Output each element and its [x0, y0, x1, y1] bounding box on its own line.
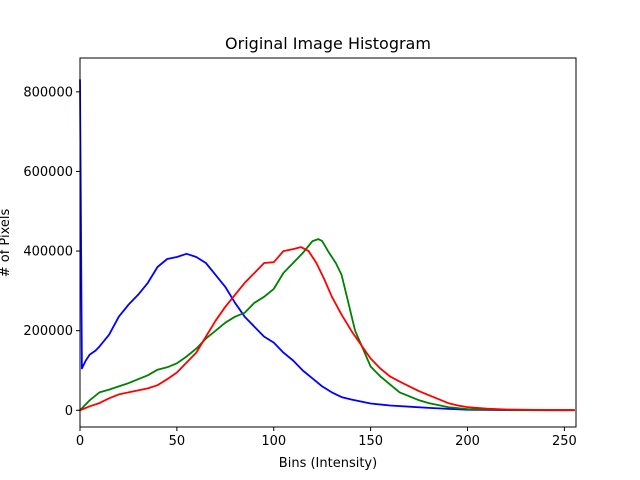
x-tick-label: 250	[552, 434, 577, 449]
y-axis-label: # of Pixels	[0, 209, 13, 278]
y-tick-label: 0	[65, 404, 73, 419]
x-tick-label: 100	[261, 434, 286, 449]
x-tick-label: 50	[169, 434, 186, 449]
x-tick-label: 150	[358, 434, 383, 449]
y-axis: 0 200000 400000 600000 800000	[23, 85, 80, 419]
y-tick-label: 800000	[23, 85, 73, 100]
y-tick-label: 200000	[23, 324, 73, 339]
y-tick-label: 400000	[23, 245, 73, 260]
x-axis: 0 50 100 150 200 250	[76, 427, 577, 449]
plot-frame	[79, 57, 577, 428]
x-axis-label: Bins (Intensity)	[279, 456, 377, 471]
red-channel-line	[79, 246, 575, 412]
x-tick-label: 0	[76, 434, 84, 449]
plot-lines	[79, 79, 575, 412]
chart-title: Original Image Histogram	[225, 34, 431, 53]
blue-channel-line	[79, 79, 575, 412]
y-tick-label: 600000	[23, 165, 73, 180]
x-tick-label: 200	[455, 434, 480, 449]
green-channel-line	[79, 238, 575, 412]
